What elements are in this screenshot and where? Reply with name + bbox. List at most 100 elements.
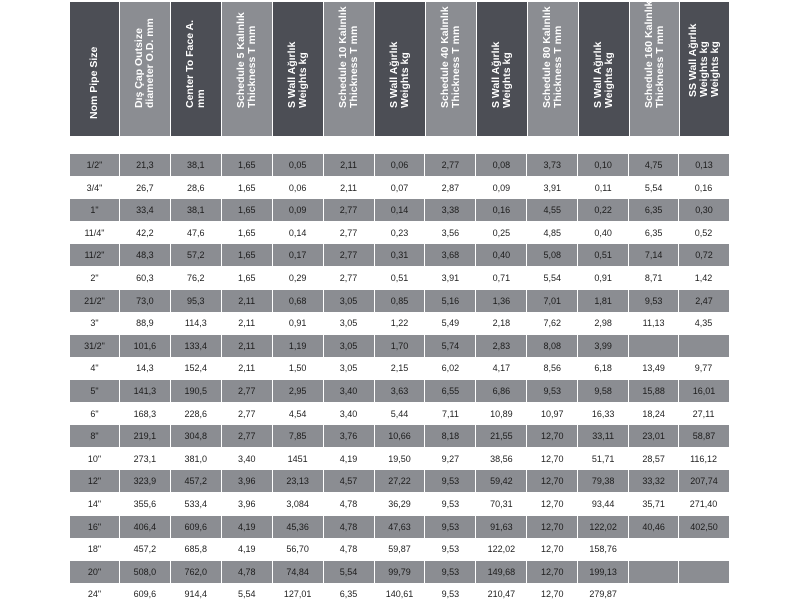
header-gap bbox=[70, 136, 729, 154]
table-cell: 0,25 bbox=[476, 221, 528, 244]
pipe-size-cell: 21/2" bbox=[70, 289, 120, 312]
table-cell: 2,11 bbox=[222, 289, 273, 312]
table-cell: 219,1 bbox=[120, 425, 171, 448]
table-row: 11/4" 42,2 47,6 1,65 0,14 2,77 0,23 3,56 0,25 4,8… bbox=[70, 221, 729, 244]
table-cell: 3,91 bbox=[527, 176, 579, 199]
table-cell bbox=[629, 334, 680, 357]
table-cell: 0,22 bbox=[578, 199, 630, 222]
table-cell: 10,97 bbox=[527, 402, 579, 425]
table-cell: 6,18 bbox=[578, 357, 630, 380]
pipe-size-cell: 31/2" bbox=[70, 334, 120, 357]
pipe-spec-table: Nom Pipe Size Dış Çap Outsize diameter O.D… bbox=[70, 2, 730, 606]
table-row: 4" 14,3 152,4 2,11 1,50 3,05 2,15 6,02 4,17 8,56 6… bbox=[70, 357, 729, 380]
table-cell: 914,4 bbox=[171, 583, 222, 606]
pipe-size-cell: 1" bbox=[70, 199, 120, 222]
table-cell: 33,32 bbox=[629, 470, 680, 493]
header-cell: Center To Face A. mm bbox=[171, 2, 223, 136]
table-cell: 140,61 bbox=[375, 583, 426, 606]
table-cell: 114,3 bbox=[171, 312, 222, 335]
table-cell: 5,54 bbox=[527, 266, 579, 289]
header-cell: S Wall Ağırlık Weights kg bbox=[477, 2, 529, 136]
table-cell: 6,35 bbox=[629, 221, 680, 244]
table-cell: 13,49 bbox=[629, 357, 680, 380]
table-cell: 3,40 bbox=[324, 402, 375, 425]
table-cell: 0,08 bbox=[476, 154, 528, 176]
table-row: 5" 141,3 190,5 2,77 2,95 3,40 3,63 6,55 6,86 9,53… bbox=[70, 379, 729, 402]
table-row: 1" 33,4 38,1 1,65 0,09 2,77 0,14 3,38 0,16 4,55 0,… bbox=[70, 199, 729, 222]
table-cell: 47,6 bbox=[171, 221, 222, 244]
table-cell: 2,77 bbox=[222, 425, 273, 448]
table-cell: 12,70 bbox=[527, 492, 579, 515]
table-cell: 1,65 bbox=[222, 266, 273, 289]
header-label-line: Weights kg bbox=[297, 52, 310, 108]
table-cell: 12,70 bbox=[527, 583, 579, 606]
table-cell: 2,77 bbox=[324, 244, 375, 267]
table-cell: 0,52 bbox=[679, 221, 729, 244]
table-row: 3/4" 26,7 28,6 1,65 0,06 2,11 0,07 2,87 0,09 3,91… bbox=[70, 176, 729, 199]
table-cell bbox=[679, 561, 729, 583]
header-label-line: Nom Pipe Size bbox=[88, 46, 100, 119]
table-cell: 12,70 bbox=[527, 538, 579, 561]
table-cell: 0,51 bbox=[578, 244, 630, 267]
table-cell: 36,29 bbox=[375, 492, 426, 515]
table-cell: 2,11 bbox=[324, 154, 375, 176]
table-cell: 533,4 bbox=[171, 492, 222, 515]
table-row: 24" 609,6 914,4 5,54 127,01 6,35 140,61 9,53 210… bbox=[70, 583, 729, 606]
table-cell: 21,3 bbox=[120, 154, 171, 176]
table-cell: 2,83 bbox=[476, 334, 528, 357]
table-cell: 38,56 bbox=[476, 447, 528, 470]
table-cell: 0,06 bbox=[273, 176, 324, 199]
header-cell: Schedule 10 Kalınlık Thickness T mm bbox=[324, 2, 376, 136]
table-cell: 12,70 bbox=[527, 447, 579, 470]
table-cell bbox=[629, 560, 680, 583]
table-cell: 5,49 bbox=[425, 312, 477, 335]
table-cell: 2,77 bbox=[425, 154, 477, 176]
table-cell: 122,02 bbox=[578, 515, 630, 538]
table-cell: 2,47 bbox=[695, 295, 713, 306]
table-cell: 76,2 bbox=[171, 266, 222, 289]
header-cell: Schedule 5 Kalınlık Thickness T mm bbox=[222, 2, 274, 136]
table-cell: 99,79 bbox=[375, 560, 426, 583]
header-label: Schedule 80 Kalınlık Thickness T mm bbox=[541, 6, 564, 108]
table-cell: 9,53 bbox=[425, 492, 477, 515]
table-cell: 79,38 bbox=[578, 470, 630, 493]
table-cell: 4,78 bbox=[222, 560, 273, 583]
table-cell: 0,51 bbox=[375, 266, 426, 289]
table-cell: 4,78 bbox=[324, 515, 375, 538]
table-cell: 26,7 bbox=[120, 176, 171, 199]
pipe-size-cell: 24" bbox=[70, 583, 120, 606]
table-cell: 8,56 bbox=[527, 357, 579, 380]
table-cell: 0,29 bbox=[273, 266, 324, 289]
header-label-line: Thickness T mm bbox=[246, 25, 259, 108]
table-cell: 5,54 bbox=[629, 176, 680, 199]
table-cell: 3,91 bbox=[425, 266, 477, 289]
table-cell: 0,71 bbox=[476, 266, 528, 289]
table-cell: 1,22 bbox=[375, 312, 426, 335]
table-cell: 59,87 bbox=[375, 538, 426, 561]
table-cell: 762,0 bbox=[171, 560, 222, 583]
table-cell: 609,6 bbox=[171, 515, 222, 538]
header-cell: S Wall Ağırlık Weights kg bbox=[579, 2, 631, 136]
table-cell: 457,2 bbox=[120, 538, 171, 561]
table-row: 21/2" 73,0 95,3 2,11 0,68 3,05 0,85 5,16 1,36 7,0… bbox=[70, 289, 729, 312]
table-cell: 127,01 bbox=[273, 583, 324, 606]
header-label: S Wall Ağırlık Weights kg bbox=[388, 42, 411, 108]
header-cell: S Wall Ağırlık Weights kg bbox=[273, 2, 325, 136]
table-cell: 0,17 bbox=[273, 244, 324, 267]
pipe-size-cell: 11/2" bbox=[70, 244, 120, 267]
table-cell: 10,89 bbox=[476, 402, 528, 425]
table-row: 8" 219,1 304,8 2,77 7,85 3,76 10,66 8,18 21,55 12… bbox=[70, 425, 729, 448]
table-cell: 0,07 bbox=[375, 176, 426, 199]
header-cell: Dış Çap Outsize diameter O.D. mm bbox=[120, 2, 172, 136]
table-cell: 5,16 bbox=[425, 289, 477, 312]
table-cell: 8,18 bbox=[425, 425, 477, 448]
header-cell: Schedule 40 Kalınlık Thickness T mm bbox=[426, 2, 478, 136]
table-cell: 40,46 bbox=[629, 515, 680, 538]
table-cell: 685,8 bbox=[171, 538, 222, 561]
table-cell: 0,16 bbox=[679, 176, 729, 199]
table-cell: 116,12 bbox=[679, 447, 729, 470]
table-cell: 12,70 bbox=[527, 560, 579, 583]
table-cell: 279,87 bbox=[578, 583, 630, 606]
table-cell: 19,50 bbox=[375, 447, 426, 470]
table-cell: 1451 bbox=[273, 447, 324, 470]
